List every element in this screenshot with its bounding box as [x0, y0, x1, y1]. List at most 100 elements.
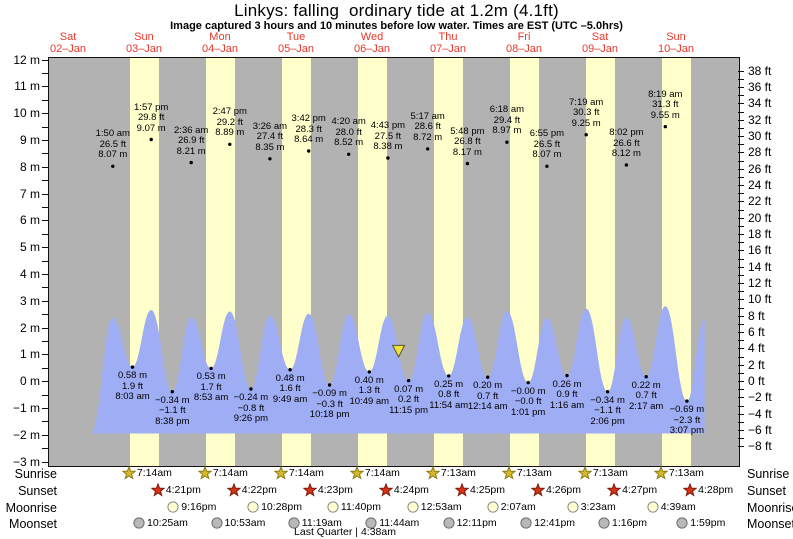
moonset-circle-icon [442, 516, 455, 529]
tide-label-line: 5:17 am [410, 110, 445, 122]
tide-label-line: 8.07 m [98, 149, 128, 161]
tide-label-line: 3:26 am [252, 120, 288, 132]
sunrise-star-icon [425, 465, 440, 480]
y-tick-left [42, 139, 48, 141]
moonset-event: 12:11pm [442, 515, 497, 530]
moonrise-circle [407, 500, 419, 513]
day-header: Mon 04–Jan [182, 31, 258, 55]
y-tick-right [738, 111, 744, 113]
astro-event-time: 7:14am [288, 466, 324, 479]
y-axis-label-right: 8 ft [748, 308, 765, 323]
y-tick-left [42, 273, 48, 275]
y-tick-left [42, 354, 48, 356]
tide-label-line: 1:01 pm [511, 406, 546, 418]
y-tick-right [738, 234, 744, 236]
tide-label-line: 8.35 m [255, 141, 285, 153]
sunset-star-icon [302, 482, 317, 497]
moonset-circle-icon [598, 516, 610, 529]
y-axis-label-left: 10 m [13, 106, 40, 121]
y-tick-right [738, 160, 744, 162]
y-axis-label-right: 30 ft [748, 129, 772, 143]
tide-label-line: 29.8 ft [137, 112, 165, 123]
tide-low-label: 0.07 m 0.2 ft 11:15 pm [374, 384, 444, 417]
y-axis-label-right: −4 ft [748, 406, 772, 421]
y-tick-right [738, 119, 744, 121]
moonset-circle [210, 516, 223, 529]
moonset-event: 10:25am [132, 515, 188, 530]
tide-label-line: 8.12 m [611, 148, 641, 159]
y-axis-label-left: 11 m [14, 79, 40, 94]
tide-label-line: 8.72 m [413, 131, 443, 143]
y-axis-label-right: 0 ft [748, 374, 765, 389]
astro-event-time: 3:23am [580, 500, 616, 513]
y-axis-label-left: 6 m [19, 213, 40, 228]
y-tick-right [738, 323, 744, 325]
day-header-weekday: Sat [591, 31, 609, 43]
y-tick-left [42, 260, 48, 262]
tide-label-line: 8.38 m [373, 141, 403, 152]
tide-label-line: 26.9 ft [177, 135, 205, 147]
astro-event-time: 4:25pm [470, 483, 506, 496]
y-tick-right [738, 201, 744, 203]
astro-event-time: 4:26pm [546, 483, 582, 496]
tide-low-label: −0.69 m −2.3 ft 3:07 pm [652, 405, 722, 437]
tide-label-line: 10:18 pm [309, 409, 350, 420]
tide-label-line: 8:03 am [115, 391, 150, 403]
tide-point-dot [149, 137, 153, 142]
tide-label-line: 2:06 pm [590, 415, 625, 427]
moonset-circle [676, 516, 688, 529]
tide-label-line: 6:18 am [489, 104, 525, 116]
sunrise-event: 7:14am [273, 465, 324, 480]
moonset-circle-icon [365, 516, 377, 529]
moonrise-circle [247, 500, 259, 513]
tide-point-dot [386, 156, 390, 160]
astro-event-time: 1:59pm [690, 516, 726, 529]
moonset-circle-icon [133, 516, 145, 529]
y-tick-right [738, 258, 744, 260]
moonrise-event: 2:07am [486, 499, 536, 514]
tide-label-line: 1.3 ft [358, 385, 380, 397]
day-header-weekday: Fri [517, 31, 531, 43]
tide-high-label: 8:19 am 31.3 ft 9.55 m [630, 89, 700, 122]
y-axis-label-right: −8 ft [748, 439, 772, 454]
y-tick-right [738, 144, 744, 146]
y-tick-left [42, 180, 48, 182]
sunrise-star [501, 465, 516, 480]
sunrise-row-label-right: Sunrise [747, 467, 790, 481]
moonrise-row-label-left: Moonrise [5, 501, 57, 515]
tide-label-line: 8.52 m [334, 137, 364, 149]
tide-label-line: 28.6 ft [414, 121, 441, 133]
tide-label-line: −1.1 ft [594, 405, 621, 417]
astro-event-time: 4:23pm [317, 483, 353, 496]
tide-point-dot [486, 375, 490, 379]
sunrise-star-icon [653, 465, 668, 480]
day-header: Thu 07–Jan [410, 31, 486, 55]
tide-label-line: 26.5 ft [533, 138, 561, 150]
sunrise-event: 7:14am [197, 465, 248, 480]
tide-point-dot [663, 125, 667, 129]
y-axis-label-right: 36 ft [748, 80, 772, 94]
tide-label-line: 8.97 m [492, 125, 522, 137]
astro-event-time: 1:16pm [612, 516, 648, 529]
y-tick-left [42, 86, 48, 88]
sunset-star-icon [607, 482, 622, 497]
tide-label-line: −0.00 m [510, 385, 546, 397]
y-axis-label-right: 10 ft [748, 292, 772, 307]
moonrise-circle [167, 500, 179, 513]
current-tide-marker [391, 344, 406, 358]
y-tick-right [738, 103, 744, 105]
y-tick-right [738, 176, 744, 178]
astro-event-time: 11:40pm [340, 500, 381, 513]
y-tick-right [738, 421, 744, 423]
y-tick-left [42, 193, 48, 195]
moonrise-circle-icon [327, 500, 339, 513]
moonrise-event: 4:39am [646, 499, 696, 514]
sunset-star [683, 482, 698, 497]
sunset-star [531, 482, 545, 497]
tide-point-dot [170, 390, 174, 394]
day-header-date: 09–Jan [581, 43, 619, 55]
tide-point-dot [526, 380, 530, 385]
moonset-circle-icon [676, 516, 688, 529]
tide-low-label: 0.22 m 0.7 ft 2:17 am [611, 380, 681, 413]
y-axis-label-right: 6 ft [748, 325, 765, 340]
